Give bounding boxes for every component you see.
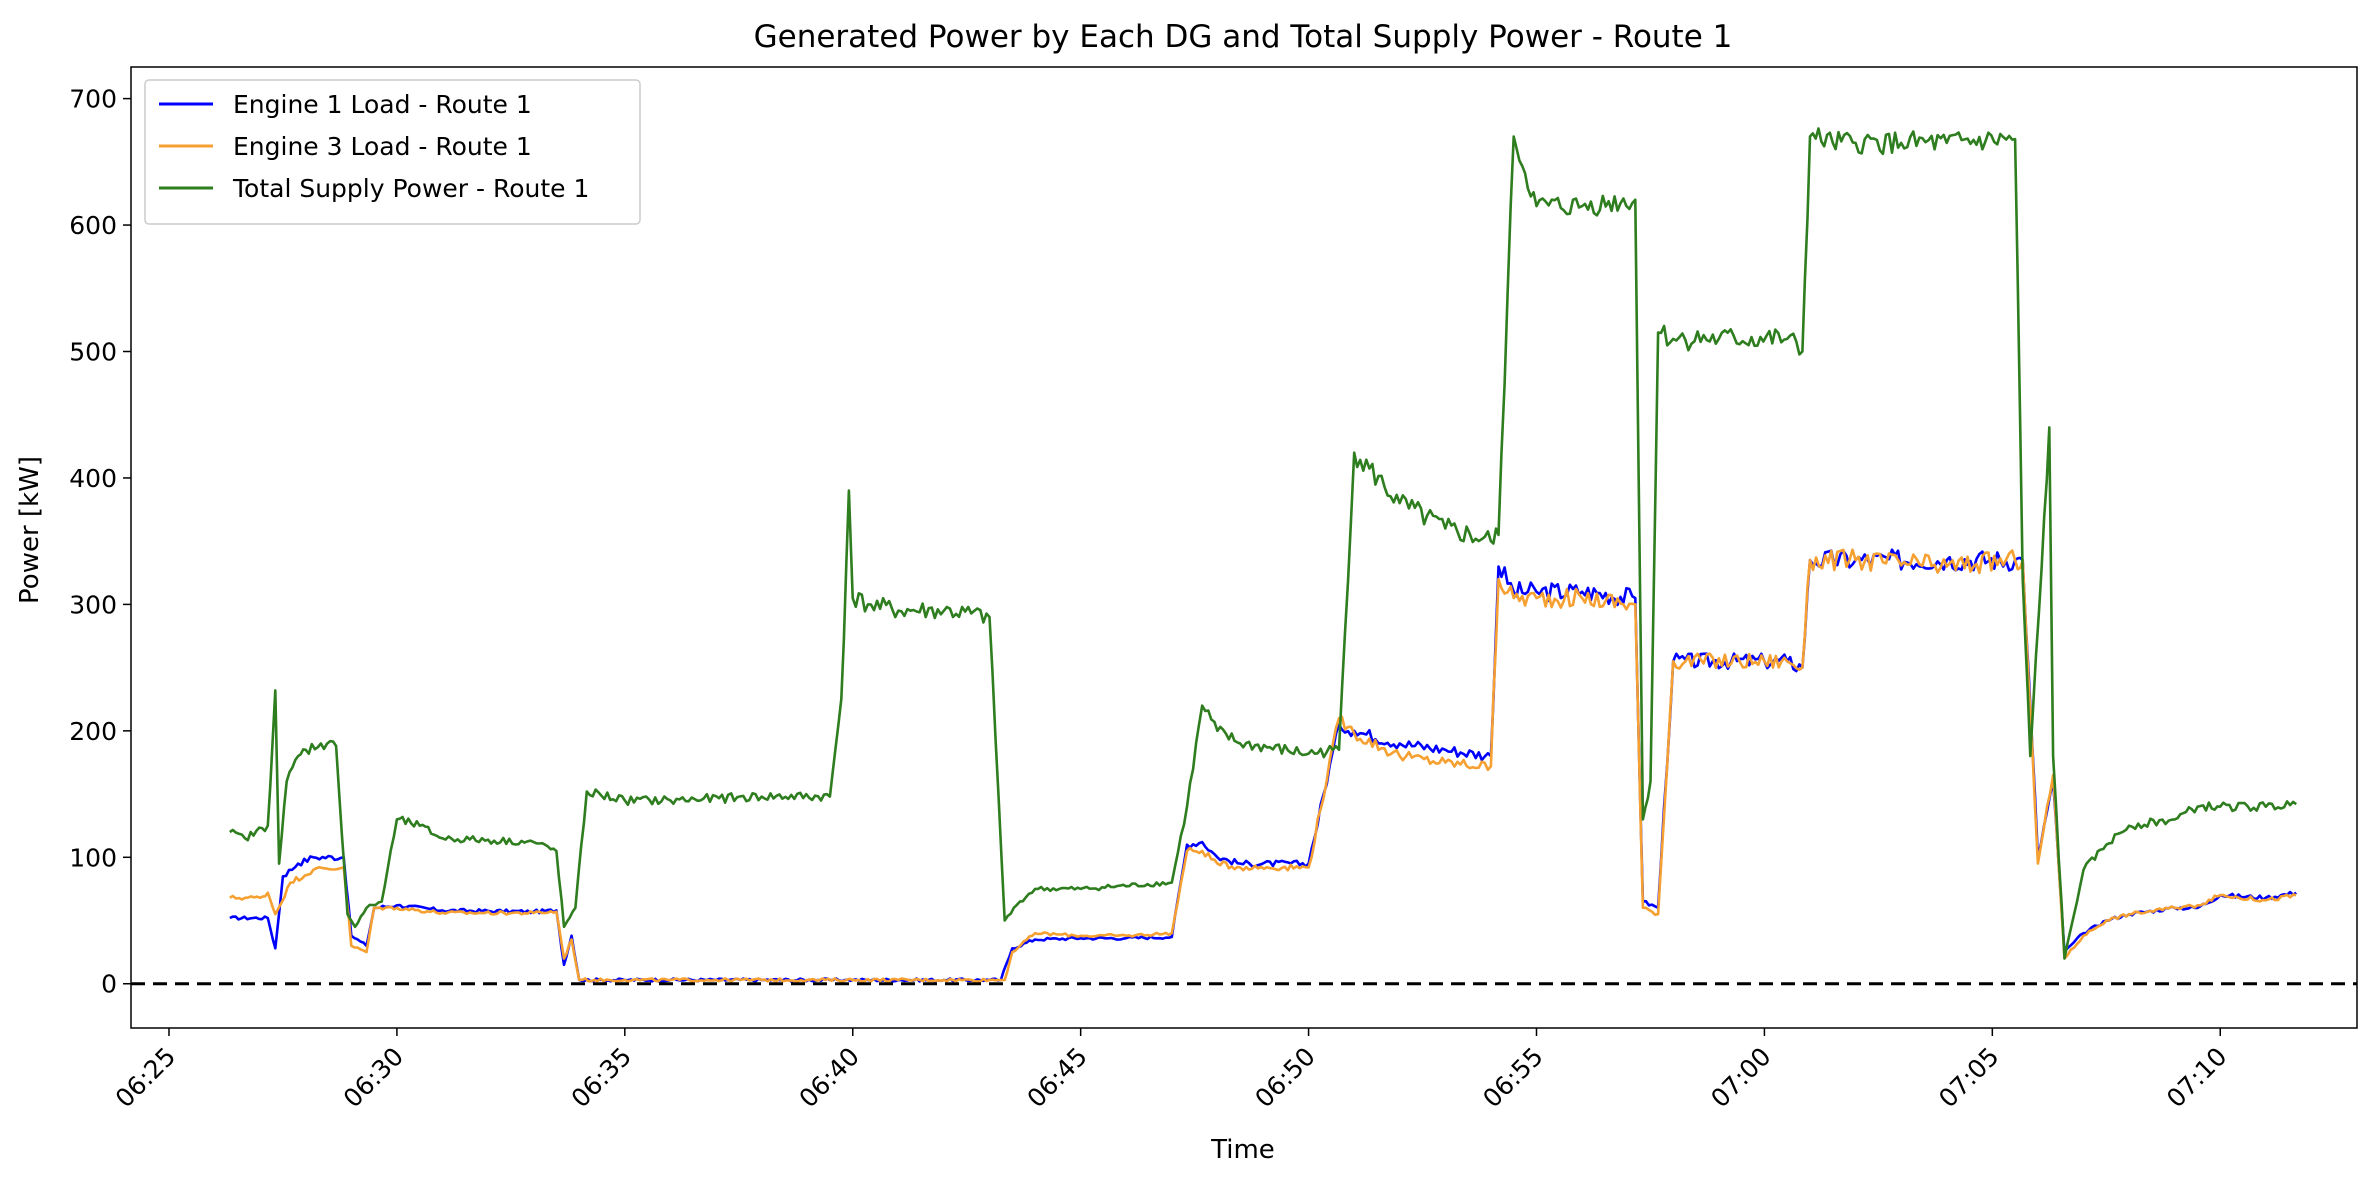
y-tick-label: 300 bbox=[69, 590, 117, 619]
y-tick-label: 400 bbox=[69, 464, 117, 493]
plot-area bbox=[130, 66, 2358, 1029]
legend-box bbox=[144, 79, 641, 225]
y-axis: 0 100 200 300 400 500 600 700 bbox=[69, 85, 131, 999]
legend-label-2: Engine 3 Load - Route 1 bbox=[233, 132, 532, 161]
x-axis-title: Time bbox=[1210, 1135, 1275, 1165]
legend-label-1: Engine 1 Load - Route 1 bbox=[233, 90, 532, 119]
y-tick-label: 700 bbox=[69, 85, 117, 114]
series-line-2 bbox=[229, 548, 2297, 983]
series-line-3 bbox=[229, 127, 2297, 960]
y-axis-title: Power [kW] bbox=[15, 456, 45, 604]
y-tick-label: 0 bbox=[101, 970, 117, 999]
series-layer bbox=[229, 127, 2297, 983]
y-tick-label: 100 bbox=[69, 843, 117, 872]
legend: Engine 1 Load - Route 1 Engine 3 Load - R… bbox=[144, 79, 641, 225]
plot-frame bbox=[130, 66, 2358, 1029]
y-tick-label: 500 bbox=[69, 338, 117, 367]
legend-label-3: Total Supply Power - Route 1 bbox=[232, 174, 589, 203]
y-tick-label: 200 bbox=[69, 717, 117, 746]
y-tick-label: 600 bbox=[69, 211, 117, 240]
chart-title: Generated Power by Each DG and Total Sup… bbox=[754, 19, 1733, 55]
